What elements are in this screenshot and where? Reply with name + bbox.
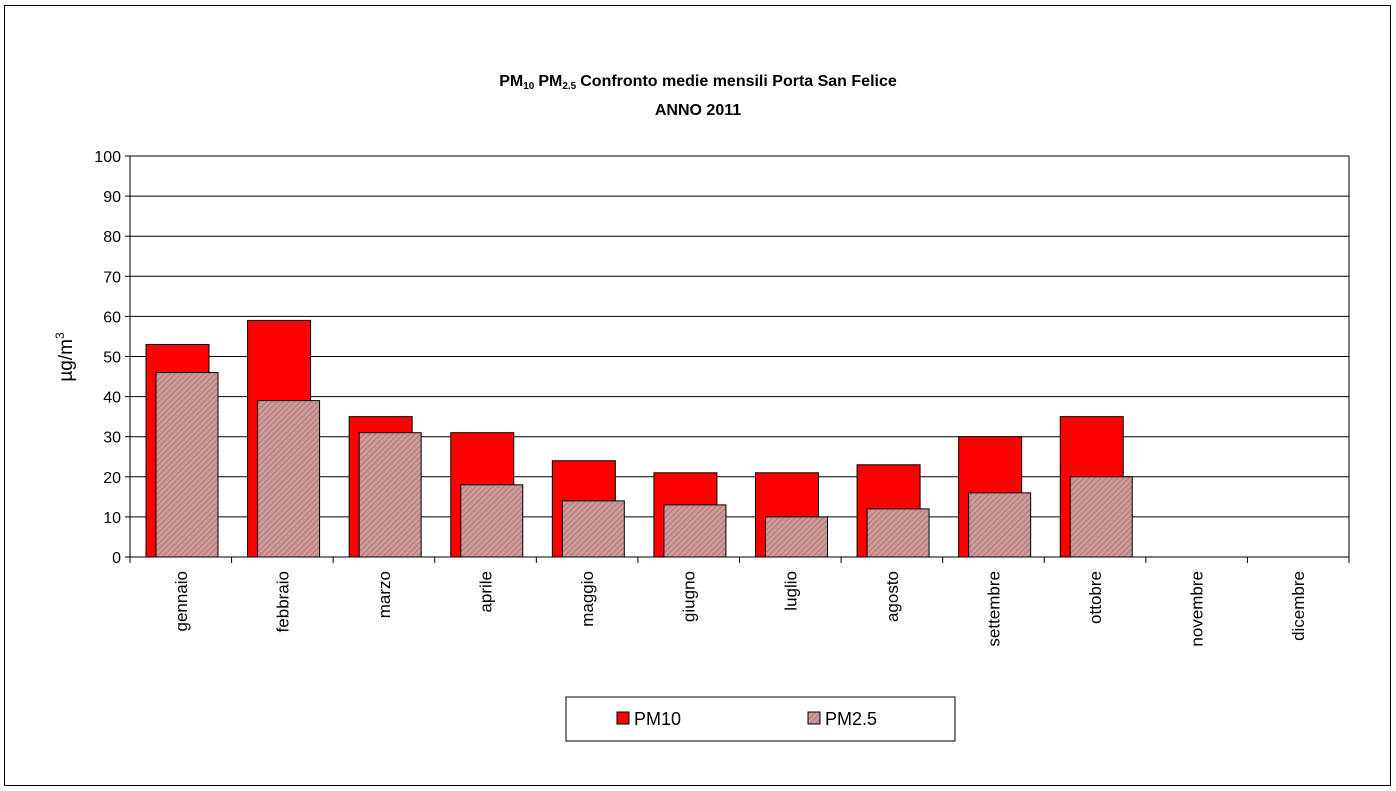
chart-subtitle: ANNO 2011 bbox=[655, 102, 741, 119]
x-category-label: ottobre bbox=[1086, 571, 1105, 624]
title-pm25-sub: 2.5 bbox=[562, 81, 576, 92]
y-axis-label-sup: 3 bbox=[53, 332, 67, 339]
legend: PM10 PM2.5 bbox=[565, 696, 956, 742]
y-tick-label: 30 bbox=[103, 430, 121, 447]
x-category-label: agosto bbox=[883, 571, 902, 622]
y-tick-label: 40 bbox=[103, 390, 121, 407]
title-pm25-main: PM bbox=[538, 73, 562, 90]
title-pm10-sub: 10 bbox=[523, 81, 535, 92]
x-category-label: dicembre bbox=[1289, 571, 1308, 641]
legend-swatch-pm10 bbox=[616, 711, 630, 725]
bar-pm25 bbox=[1069, 476, 1133, 558]
bar-pm25 bbox=[663, 504, 727, 558]
y-tick-label: 90 bbox=[103, 189, 121, 206]
bar-pm25 bbox=[257, 400, 321, 558]
plot-area: 0 10 20 30 40 50 60 70 80 90 100 gennaio febbraio mar… bbox=[94, 149, 1350, 647]
legend-label-pm10: PM10 bbox=[634, 709, 681, 729]
bar-pm25 bbox=[765, 516, 828, 558]
bar-pm25 bbox=[155, 372, 219, 558]
chart-title: PM10 PM2.5 Confronto medie mensili Porta S… bbox=[499, 73, 897, 92]
title-rest: Confronto medie mensili Porta San Felice bbox=[580, 73, 897, 90]
legend-label-pm25: PM2.5 bbox=[825, 709, 877, 729]
x-category-label: luglio bbox=[781, 571, 800, 611]
x-category-label: marzo bbox=[375, 571, 394, 618]
x-category-label: maggio bbox=[578, 571, 597, 627]
y-axis-label-main: µg/m bbox=[56, 339, 77, 382]
bar-pm25 bbox=[460, 484, 524, 558]
bar-pm25 bbox=[358, 432, 422, 558]
x-category-label: settembre bbox=[984, 571, 1003, 647]
x-category-label: aprile bbox=[477, 571, 496, 613]
legend-box bbox=[565, 696, 956, 742]
y-tick-label: 80 bbox=[103, 229, 121, 246]
x-category-label: novembre bbox=[1188, 571, 1207, 647]
bar-pm25 bbox=[968, 492, 1032, 558]
bar-pm25 bbox=[561, 500, 625, 558]
y-tick-label: 50 bbox=[103, 350, 121, 367]
x-category-label: gennaio bbox=[172, 571, 191, 632]
y-tick-label: 100 bbox=[94, 149, 121, 166]
x-category-label: febbraio bbox=[273, 571, 292, 632]
x-category-label: giugno bbox=[680, 571, 699, 622]
y-tick-label: 60 bbox=[103, 309, 121, 326]
y-tick-label: 10 bbox=[103, 510, 121, 527]
y-tick-label: 20 bbox=[103, 470, 121, 487]
title-pm10-main: PM bbox=[499, 73, 523, 90]
y-axis-label: µg/m3 bbox=[53, 332, 77, 382]
legend-swatch-pm25 bbox=[807, 711, 821, 725]
y-tick-label: 0 bbox=[112, 550, 121, 567]
bar-pm25 bbox=[866, 508, 930, 558]
y-tick-label: 70 bbox=[103, 269, 121, 286]
